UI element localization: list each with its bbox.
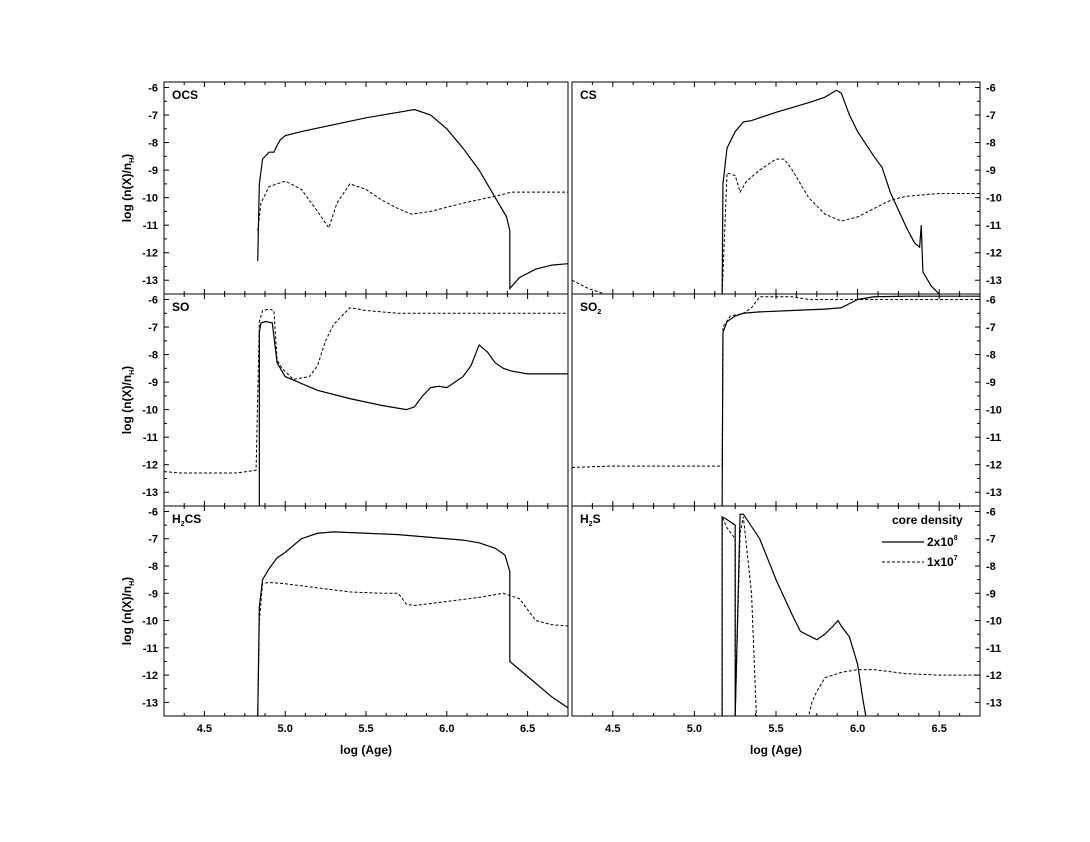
series-line-solid [721, 295, 980, 506]
y-tick-label: -7 [986, 322, 996, 334]
panel-title: H2S [580, 512, 601, 528]
series-line-dashed [257, 180, 568, 231]
panel-bottom-right: -6 -7 -8 -9 -10 -11 -12 -13 4.5 5.0 5.5 6.0 6.5 H2S lo… [571, 505, 1002, 757]
y-tick-label: -9 [148, 377, 158, 389]
y-tick-label: -8 [986, 350, 996, 362]
y-tick-label: -11 [986, 432, 1001, 444]
x-axis-title: log (Age) [340, 743, 392, 757]
legend-label: 1x107 [927, 555, 958, 569]
x-tick-label: 6.5 [520, 723, 535, 735]
y-tick-label: -13 [986, 697, 1002, 709]
y-tick-label: -7 [986, 534, 996, 546]
y-tick-label: -9 [148, 165, 158, 177]
y-tick-label: -6 [148, 83, 158, 95]
series-line-solid [721, 89, 940, 294]
y-tick-label: -7 [148, 110, 158, 122]
x-tick-label: 6.5 [932, 723, 947, 735]
y-tick-label: -10 [142, 193, 158, 205]
y-tick-label: -7 [986, 110, 996, 122]
y-tick-label: -13 [986, 275, 1002, 287]
y-axis-title: log (n(X)/nH) [120, 577, 136, 645]
series-line-solid [257, 108, 568, 291]
series-line-solid [257, 531, 568, 716]
y-tick-label: -9 [986, 165, 996, 177]
y-tick-label: -13 [142, 275, 158, 287]
panel-middle-left: -6 -7 -8 -9 -10 -11 -12 -13 SO log (n(X)/nH) [120, 293, 569, 507]
panel-title: H2CS [172, 512, 201, 528]
panel-title: CS [580, 88, 597, 102]
y-tick-label: -6 [986, 506, 996, 518]
y-tick-label: -10 [986, 405, 1002, 417]
panel-frame [163, 81, 569, 295]
y-tick-label: -8 [986, 561, 996, 573]
y-tick-label: -12 [986, 460, 1002, 472]
x-tick-label: 5.5 [768, 723, 783, 735]
y-tick-label: -11 [986, 643, 1001, 655]
y-tick-label: -12 [142, 248, 158, 260]
panel-bottom-left: -6 -7 -8 -9 -10 -11 -12 -13 4.5 5.0 5.5 6.0 6.5 H2CS l… [120, 505, 569, 757]
y-tick-label: -13 [986, 487, 1002, 499]
panel-frame [571, 81, 981, 295]
y-tick-label: -6 [986, 295, 996, 307]
y-tick-label: -7 [148, 322, 158, 334]
panel-title: OCS [172, 88, 198, 102]
series-line-solid [721, 513, 867, 716]
y-tick-label: -8 [148, 561, 158, 573]
y-tick-label: -8 [148, 138, 158, 150]
y-tick-label: -9 [986, 377, 996, 389]
y-tick-label: -10 [142, 405, 158, 417]
y-tick-label: -8 [986, 138, 996, 150]
panel-title: SO2 [580, 300, 601, 316]
y-tick-label: -10 [986, 616, 1002, 628]
x-tick-label: 4.5 [197, 723, 212, 735]
y-tick-label: -10 [142, 616, 158, 628]
y-tick-label: -6 [148, 506, 158, 518]
x-tick-label: 5.5 [358, 723, 373, 735]
panel-top-right: -6 -7 -8 -9 -10 -11 -12 -13 CS [571, 81, 1002, 295]
legend-label: 2x108 [927, 535, 958, 549]
legend-title: core density [892, 513, 963, 527]
y-tick-label: -6 [148, 295, 158, 307]
y-tick-label: -12 [142, 460, 158, 472]
y-tick-label: -12 [142, 670, 158, 682]
y-tick-label: -13 [142, 487, 158, 499]
series-line-dashed [257, 581, 568, 716]
series-line-solid [258, 320, 568, 506]
x-axis-title: log (Age) [750, 743, 802, 757]
y-tick-label: -9 [986, 588, 996, 600]
x-tick-label: 5.0 [278, 723, 293, 735]
x-tick-label: 6.0 [850, 723, 865, 735]
y-tick-label: -11 [143, 220, 158, 232]
y-tick-label: -13 [142, 697, 158, 709]
y-axis-title: log (n(X)/nH) [120, 366, 136, 434]
legend: core density 2x108 1x107 [882, 513, 963, 569]
y-tick-label: -12 [986, 670, 1002, 682]
y-tick-label: -9 [148, 588, 158, 600]
x-tick-label: 5.0 [687, 723, 702, 735]
panel-frame [571, 293, 981, 507]
y-tick-label: -11 [143, 643, 158, 655]
series-line-dashed [572, 296, 980, 468]
x-tick-label: 6.0 [439, 723, 454, 735]
series-line-dashed [721, 516, 980, 716]
panel-title: SO [172, 300, 189, 314]
y-tick-label: -11 [986, 220, 1001, 232]
panel-middle-right: -6 -7 -8 -9 -10 -11 -12 -13 SO2 [571, 293, 1002, 507]
panel-frame [163, 293, 569, 507]
y-tick-label: -10 [986, 193, 1002, 205]
x-tick-label: 4.5 [605, 723, 620, 735]
series-line-dashed [572, 158, 980, 294]
y-axis-title: log (n(X)/nH) [120, 154, 136, 222]
y-tick-label: -12 [986, 248, 1002, 260]
y-tick-label: -8 [148, 350, 158, 362]
panel-top-left: -6 -7 -8 -9 -10 -11 -12 -13 OCS log (n(X)/nH) [120, 81, 569, 295]
panel-frame [571, 505, 981, 717]
y-tick-label: -6 [986, 83, 996, 95]
panel-frame [163, 505, 569, 717]
series-line-dashed [164, 307, 568, 474]
y-tick-label: -7 [148, 534, 158, 546]
y-tick-label: -11 [143, 432, 158, 444]
